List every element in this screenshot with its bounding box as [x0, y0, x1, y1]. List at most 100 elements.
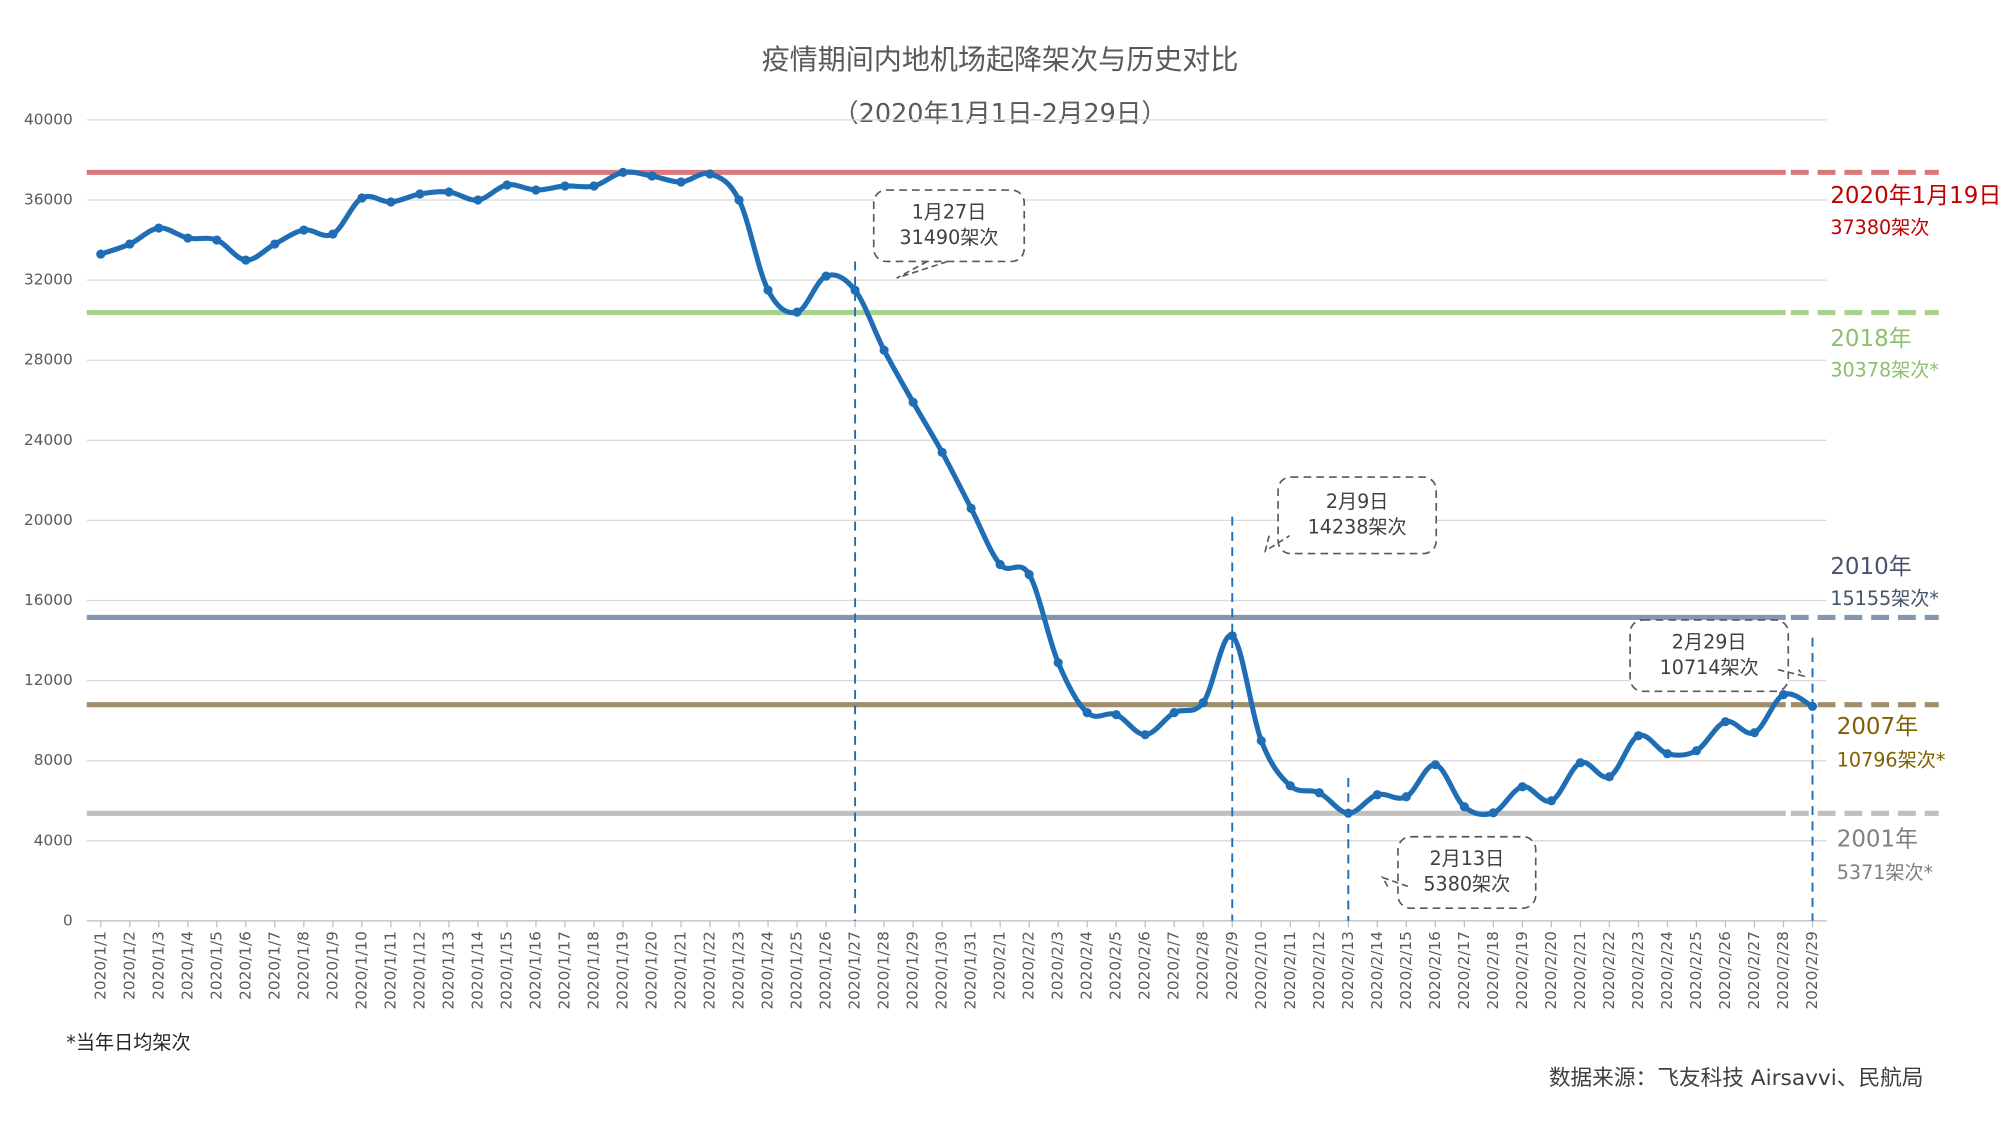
data-point	[212, 235, 222, 245]
y-tick-label: 8000	[34, 751, 73, 769]
reference-name: 2020年1月19日	[1830, 183, 2000, 209]
x-tick-label: 2020/1/21	[672, 931, 690, 1009]
data-point	[1575, 758, 1585, 768]
data-point	[1604, 772, 1615, 782]
annotation-box	[1277, 476, 1438, 555]
data-point	[908, 397, 918, 407]
data-point	[1024, 569, 1034, 580]
x-tick-label: 2020/2/6	[1136, 931, 1154, 1000]
annotation-date: 2月13日	[1429, 847, 1504, 870]
data-point	[154, 223, 164, 233]
footnote: *当年日均架次	[66, 1031, 190, 1054]
y-tick-label: 36000	[24, 190, 73, 208]
data-point	[966, 503, 976, 513]
data-point	[937, 447, 947, 457]
data-point	[299, 225, 309, 235]
data-point	[386, 197, 396, 207]
y-tick-label: 28000	[24, 351, 73, 369]
data-point	[676, 177, 686, 187]
x-tick-label: 2020/2/9	[1223, 931, 1241, 1000]
reference-name: 2010年	[1830, 554, 1911, 580]
data-point	[1314, 788, 1324, 798]
annotation-date: 2月29日	[1672, 630, 1747, 653]
reference-name: 2001年	[1837, 827, 1918, 853]
data-point	[1140, 730, 1150, 740]
data-point	[1169, 708, 1179, 718]
x-tick-label: 2020/1/12	[410, 931, 428, 1009]
x-tick-label: 2020/2/20	[1542, 931, 1560, 1009]
annotation-date: 2月9日	[1326, 490, 1389, 513]
x-tick-label: 2020/2/3	[1049, 931, 1067, 1000]
y-tick-label: 24000	[24, 431, 73, 449]
data-point	[560, 181, 570, 191]
data-point	[1488, 808, 1498, 818]
x-tick-label: 2020/2/1	[991, 931, 1009, 1000]
y-tick-label: 32000	[24, 271, 73, 289]
x-tick-label: 2020/1/4	[178, 931, 196, 1000]
reference-value-label: 15155架次*	[1830, 587, 1939, 610]
x-tick-label: 2020/2/17	[1455, 931, 1473, 1009]
data-point	[241, 255, 251, 265]
annotation-pointer	[1777, 668, 1806, 678]
data-point	[1285, 781, 1295, 791]
data-point	[183, 233, 193, 243]
data-point	[1749, 728, 1760, 738]
x-tick-label: 2020/2/19	[1513, 931, 1531, 1009]
data-point	[850, 285, 860, 295]
data-point	[705, 169, 715, 179]
data-point	[1459, 802, 1469, 812]
reference-value-label: 30378架次*	[1830, 359, 1939, 382]
data-point	[531, 185, 541, 195]
y-tick-label: 16000	[24, 591, 73, 609]
x-tick-label: 2020/2/15	[1397, 931, 1415, 1009]
data-point	[1227, 631, 1237, 641]
x-tick-label: 2020/2/2	[1020, 931, 1038, 1000]
x-tick-label: 2020/2/26	[1716, 931, 1734, 1009]
x-tick-label: 2020/2/23	[1629, 931, 1647, 1009]
data-point	[734, 195, 744, 205]
x-tick-label: 2020/1/13	[439, 931, 457, 1009]
data-point	[1720, 717, 1731, 727]
data-point	[1053, 657, 1063, 668]
data-point	[1111, 710, 1121, 720]
y-tick-label: 40000	[24, 110, 73, 128]
x-tick-label: 2020/2/27	[1745, 931, 1763, 1009]
x-tick-label: 2020/2/13	[1339, 931, 1357, 1009]
x-tick-label: 2020/1/7	[265, 931, 283, 1000]
data-point	[473, 195, 483, 205]
x-tick-label: 2020/2/8	[1194, 931, 1212, 1000]
x-tick-label: 2020/1/2	[120, 931, 138, 1000]
x-tick-label: 2020/2/22	[1600, 931, 1618, 1009]
x-tick-label: 2020/1/8	[294, 931, 312, 1000]
data-point	[1343, 808, 1353, 818]
source-note: 数据来源：飞友科技 Airsavvi、民航局	[1549, 1066, 1924, 1091]
x-tick-label: 2020/1/22	[701, 931, 719, 1009]
reference-value-label: 37380架次	[1830, 216, 1929, 239]
annotation-label: 10714架次	[1660, 656, 1759, 679]
x-tick-label: 2020/1/19	[613, 931, 631, 1009]
data-point	[879, 345, 889, 355]
x-tick-label: 2020/1/30	[933, 931, 951, 1009]
y-tick-label: 20000	[24, 511, 73, 529]
annotation-pointer	[896, 260, 948, 279]
data-point	[589, 181, 599, 191]
x-tick-label: 2020/2/7	[1165, 931, 1183, 1000]
data-point	[1778, 690, 1789, 700]
x-tick-label: 2020/2/16	[1426, 931, 1444, 1009]
data-point	[1517, 782, 1527, 792]
x-tick-label: 2020/1/9	[323, 931, 341, 1000]
annotation-pointer	[1380, 876, 1409, 888]
series-line	[99, 169, 1814, 818]
x-tick-label: 2020/2/28	[1774, 931, 1792, 1009]
data-point	[328, 229, 338, 239]
y-tick-label: 12000	[24, 671, 73, 689]
reference-value-label: 10796架次*	[1837, 748, 1946, 771]
data-point	[647, 171, 657, 181]
annotation-pointer	[1264, 535, 1290, 553]
data-point	[1662, 749, 1673, 759]
x-tick-label: 2020/1/20	[643, 931, 661, 1009]
data-point	[357, 193, 367, 203]
chart-subtitle: （2020年1月1日-2月29日）	[833, 99, 1167, 129]
